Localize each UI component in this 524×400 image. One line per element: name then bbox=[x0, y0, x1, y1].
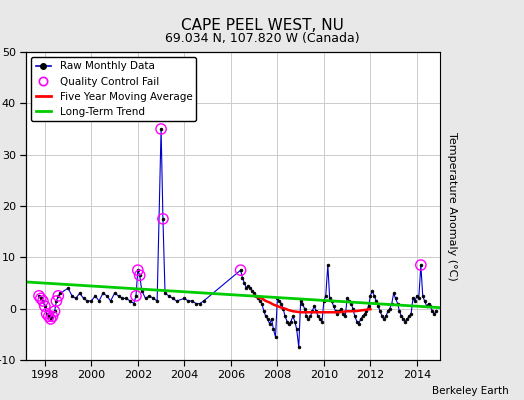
Point bbox=[136, 272, 144, 278]
Point bbox=[35, 293, 43, 299]
Legend: Raw Monthly Data, Quality Control Fail, Five Year Moving Average, Long-Term Tren: Raw Monthly Data, Quality Control Fail, … bbox=[31, 57, 196, 121]
Point bbox=[42, 310, 51, 317]
Point bbox=[132, 293, 140, 299]
Point bbox=[52, 298, 61, 304]
Point bbox=[417, 262, 425, 268]
Point bbox=[54, 293, 62, 299]
Text: Berkeley Earth: Berkeley Earth bbox=[432, 386, 508, 396]
Point bbox=[134, 267, 142, 273]
Text: 69.034 N, 107.820 W (Canada): 69.034 N, 107.820 W (Canada) bbox=[165, 32, 359, 45]
Point bbox=[39, 298, 47, 304]
Point bbox=[157, 126, 165, 132]
Point bbox=[236, 267, 245, 273]
Point bbox=[45, 313, 53, 320]
Y-axis label: Temperature Anomaly (°C): Temperature Anomaly (°C) bbox=[447, 132, 457, 280]
Point bbox=[159, 216, 167, 222]
Point bbox=[47, 316, 55, 322]
Text: CAPE PEEL WEST, NU: CAPE PEEL WEST, NU bbox=[181, 18, 343, 33]
Point bbox=[37, 295, 45, 302]
Point bbox=[48, 313, 57, 320]
Point bbox=[50, 308, 59, 314]
Point bbox=[41, 303, 49, 309]
